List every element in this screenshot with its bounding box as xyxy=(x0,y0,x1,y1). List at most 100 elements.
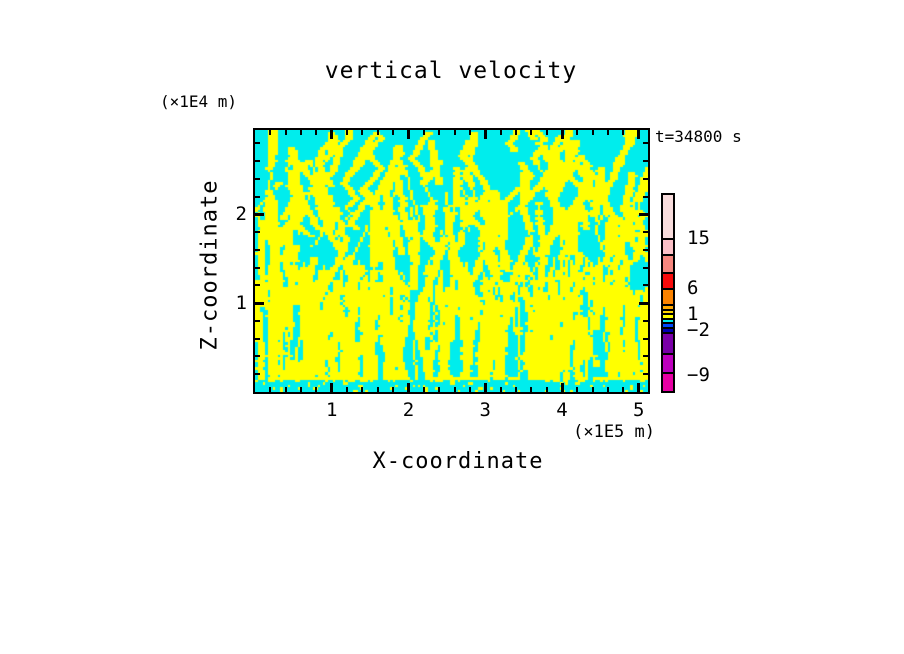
tick-mark xyxy=(407,383,411,392)
colorbar-segment xyxy=(663,272,673,291)
tick-mark xyxy=(284,130,287,135)
tick-mark xyxy=(255,355,260,358)
x-tick-label: 2 xyxy=(402,399,415,421)
tick-mark xyxy=(576,130,579,135)
colorbar-level-label: −2 xyxy=(687,318,710,341)
tick-mark xyxy=(499,130,502,135)
plot-frame xyxy=(253,128,650,394)
tick-mark xyxy=(643,248,648,251)
tick-mark xyxy=(643,142,648,145)
colorbar-level-label: 1 xyxy=(687,302,699,325)
tick-mark xyxy=(637,130,641,139)
colorbar-level-label: −9 xyxy=(687,363,710,386)
tick-mark xyxy=(453,130,456,135)
time-annotation: t=34800 s xyxy=(655,127,742,146)
tick-mark xyxy=(514,387,517,392)
tick-mark xyxy=(607,387,610,392)
colorbar-segment xyxy=(663,353,673,375)
tick-mark xyxy=(545,387,548,392)
tick-mark xyxy=(315,387,318,392)
tick-mark xyxy=(453,387,456,392)
tick-mark xyxy=(639,212,648,216)
tick-mark xyxy=(643,284,648,287)
tick-mark xyxy=(346,387,349,392)
x-axis-unit: (×1E5 m) xyxy=(573,422,655,442)
z-axis-label: Z-coordinate xyxy=(197,179,223,351)
tick-mark xyxy=(346,130,349,135)
tick-mark xyxy=(255,319,260,322)
tick-mark xyxy=(514,130,517,135)
tick-mark xyxy=(361,387,364,392)
x-tick-label: 4 xyxy=(556,399,568,421)
tick-mark xyxy=(255,248,260,251)
tick-mark xyxy=(499,387,502,392)
tick-mark xyxy=(643,160,648,163)
tick-mark xyxy=(330,383,334,392)
x-tick-label: 1 xyxy=(326,399,338,421)
tick-mark xyxy=(560,383,564,392)
tick-mark xyxy=(330,130,334,139)
colorbar-segment xyxy=(663,332,673,356)
colorbar xyxy=(661,193,675,393)
tick-mark xyxy=(407,130,411,139)
colorbar-segment xyxy=(663,326,673,335)
tick-mark xyxy=(607,130,610,135)
colorbar-segment xyxy=(663,195,673,240)
colorbar-segment xyxy=(663,317,673,325)
plot-title: vertical velocity xyxy=(324,58,578,84)
tick-mark xyxy=(255,301,264,305)
colorbar-segment xyxy=(663,253,673,275)
tick-mark xyxy=(300,130,303,135)
tick-mark xyxy=(255,231,260,234)
x-tick-label: 3 xyxy=(479,399,491,421)
colorbar-segment xyxy=(663,322,673,329)
tick-mark xyxy=(392,130,395,135)
colorbar-segment xyxy=(663,372,673,391)
tick-mark xyxy=(438,130,441,135)
tick-mark xyxy=(591,387,594,392)
tick-mark xyxy=(284,387,287,392)
tick-mark xyxy=(643,319,648,322)
tick-mark xyxy=(269,387,272,392)
tick-mark xyxy=(361,130,364,135)
colorbar-segment xyxy=(663,288,673,307)
z-tick-label: 2 xyxy=(235,203,247,226)
tick-mark xyxy=(639,301,648,305)
tick-mark xyxy=(422,387,425,392)
tick-mark xyxy=(643,177,648,180)
tick-mark xyxy=(255,337,260,340)
tick-mark xyxy=(622,387,625,392)
colorbar-segment xyxy=(663,313,673,320)
tick-mark xyxy=(483,130,487,139)
tick-mark xyxy=(315,130,318,135)
tick-mark xyxy=(468,130,471,135)
tick-mark xyxy=(376,130,379,135)
colorbar-level-label: 6 xyxy=(687,276,699,299)
tick-mark xyxy=(643,337,648,340)
tick-mark xyxy=(255,373,260,376)
z-tick-label: 1 xyxy=(235,292,247,315)
tick-mark xyxy=(643,231,648,234)
tick-mark xyxy=(392,387,395,392)
tick-mark xyxy=(643,355,648,358)
tick-mark xyxy=(576,387,579,392)
tick-mark xyxy=(422,130,425,135)
colorbar-segment xyxy=(663,304,673,311)
tick-mark xyxy=(255,266,260,269)
tick-mark xyxy=(269,130,272,135)
tick-mark xyxy=(468,387,471,392)
tick-layer xyxy=(255,130,648,392)
tick-mark xyxy=(530,387,533,392)
tick-mark xyxy=(255,160,260,163)
tick-mark xyxy=(483,383,487,392)
tick-mark xyxy=(545,130,548,135)
tick-mark xyxy=(255,284,260,287)
tick-mark xyxy=(255,195,260,198)
tick-mark xyxy=(622,130,625,135)
tick-mark xyxy=(530,130,533,135)
tick-mark xyxy=(637,383,641,392)
tick-mark xyxy=(560,130,564,139)
tick-mark xyxy=(300,387,303,392)
tick-mark xyxy=(643,373,648,376)
